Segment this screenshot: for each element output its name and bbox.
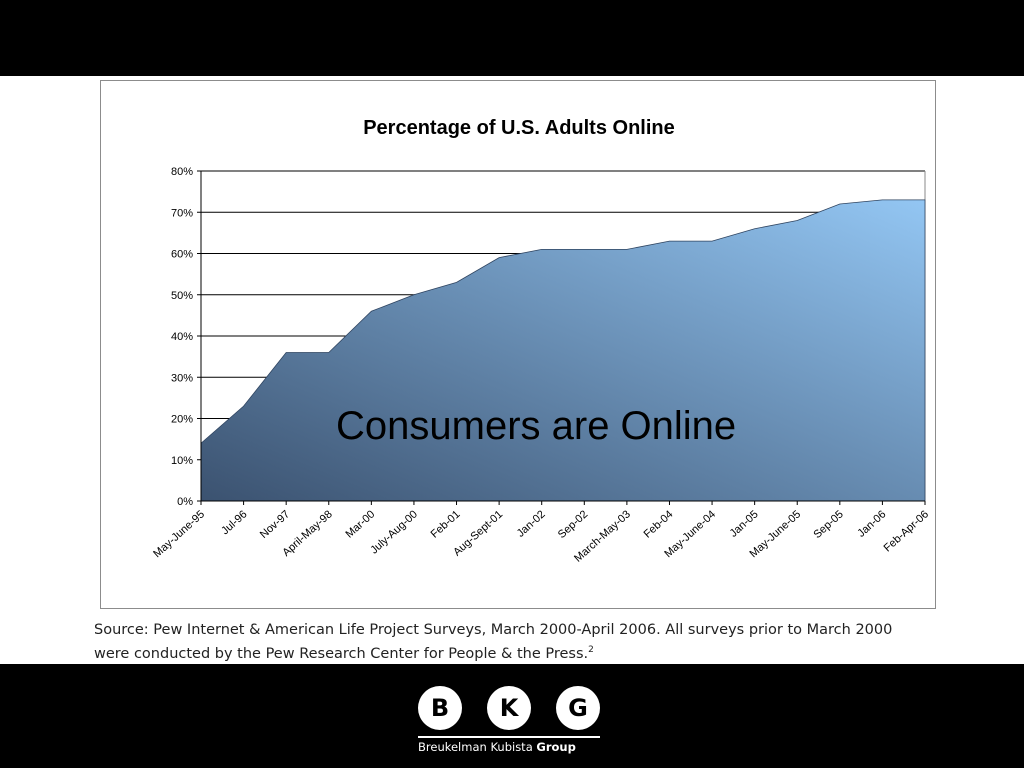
logo-letter-b: B <box>418 686 462 730</box>
source-line-2-wrap: were conducted by the Pew Research Cente… <box>94 640 954 664</box>
x-tick-label: Nov-97 <box>258 508 292 541</box>
source-line-2: were conducted by the Pew Research Cente… <box>94 646 589 662</box>
bkg-logo: B K G Breukelman Kubista Group <box>414 686 604 756</box>
top-black-bar <box>0 0 1024 76</box>
y-tick-label: 30% <box>171 372 193 384</box>
chart-frame: Percentage of U.S. Adults Online 0% 10% 20… <box>100 80 936 609</box>
x-tick-label: July-Aug-00 <box>368 508 420 556</box>
x-tick-label: Jan-02 <box>515 508 548 539</box>
x-tick-label: Jan-06 <box>855 508 888 539</box>
logo-name-regular: Breukelman Kubista <box>418 740 533 754</box>
source-note: Source: Pew Internet & American Life Pro… <box>94 620 954 664</box>
y-tick-label: 40% <box>171 331 193 343</box>
y-tick-label: 80% <box>171 166 193 178</box>
x-tick-label: Sep-02 <box>556 508 590 541</box>
x-tick-label: Feb-Apr-06 <box>882 508 931 554</box>
x-tick-label: Feb-04 <box>642 508 676 540</box>
x-tick-label: May-June-95 <box>151 508 207 560</box>
x-tick-label: Jul-96 <box>219 508 249 537</box>
y-tick-label: 20% <box>171 414 193 426</box>
chart-title: Percentage of U.S. Adults Online <box>363 117 675 139</box>
source-line-1: Source: Pew Internet & American Life Pro… <box>94 622 893 638</box>
x-tick-label: Sep-05 <box>811 508 845 541</box>
logo-letter-g: G <box>556 686 600 730</box>
y-tick-label: 50% <box>171 290 193 302</box>
x-tick-label: Feb-01 <box>429 508 463 540</box>
y-tick-label: 0% <box>177 496 193 508</box>
area-chart: Percentage of U.S. Adults Online 0% 10% 20… <box>151 117 931 565</box>
y-tick-label: 10% <box>171 455 193 467</box>
logo-name-bold: Group <box>536 740 576 754</box>
logo-wordmark: Breukelman Kubista Group <box>418 740 604 754</box>
x-tick-label: Mar-00 <box>343 508 377 540</box>
logo-divider <box>418 736 600 738</box>
y-tick-label: 70% <box>171 207 193 219</box>
source-footnote: 2 <box>588 645 594 655</box>
x-tick-label: Jan-05 <box>728 508 761 539</box>
y-tick-label: 60% <box>171 249 193 261</box>
slide-headline: Consumers are Online <box>336 404 737 448</box>
logo-letter-k: K <box>487 686 531 730</box>
data-area-series <box>200 199 926 502</box>
